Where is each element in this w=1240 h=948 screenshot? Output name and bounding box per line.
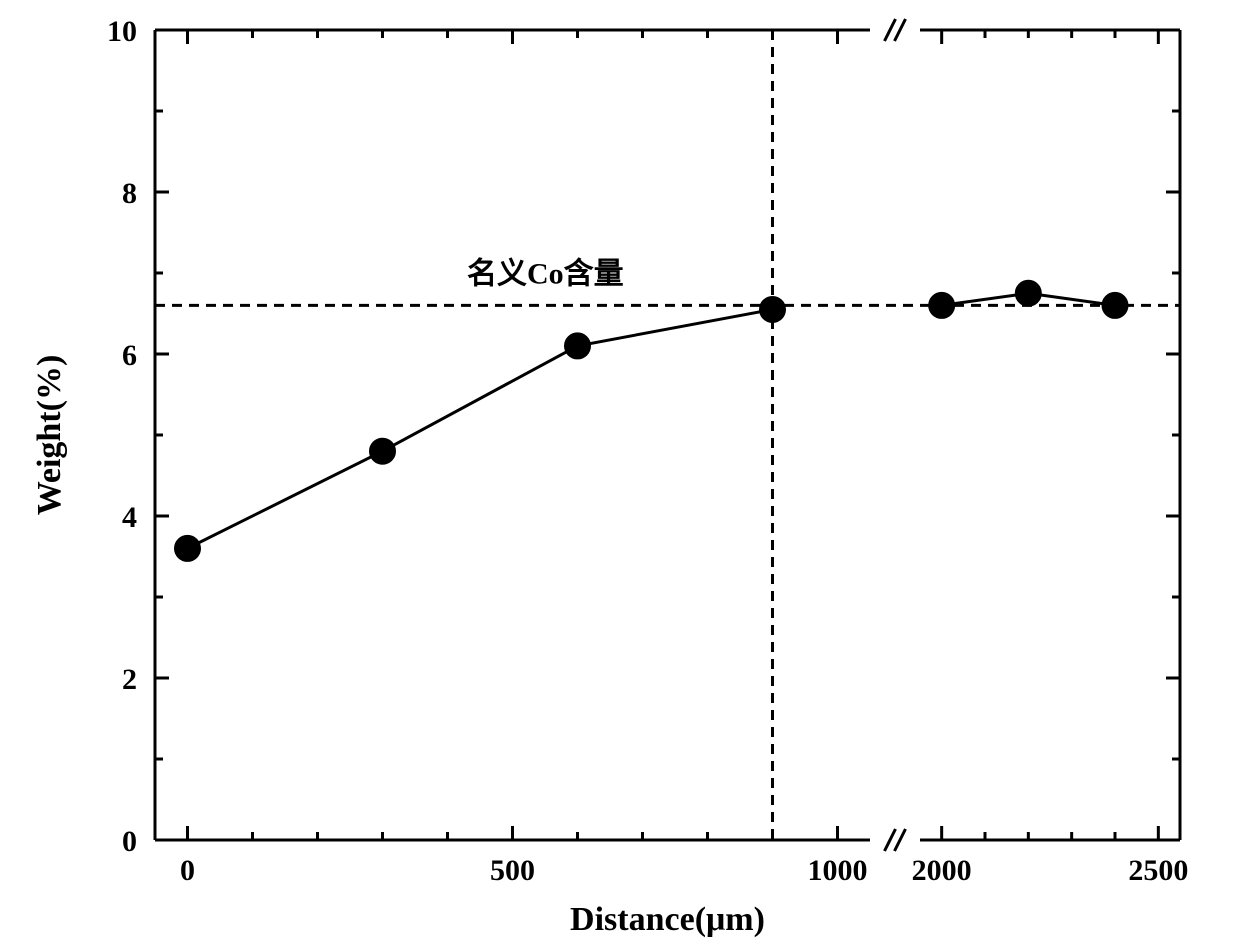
data-marker — [1015, 280, 1041, 306]
x-tick-label: 2000 — [912, 854, 972, 887]
y-axis-label: Weight(%) — [31, 355, 68, 516]
weight-distance-chart: 名义Co含量 0 500 1000 2000 2500 0 2 4 6 8 10 Distance(μm… — [0, 0, 1240, 948]
y-tick-label: 8 — [122, 177, 137, 210]
data-marker — [1102, 292, 1128, 318]
x-tick-label: 1000 — [808, 854, 868, 887]
nominal-co-label: 名义Co含量 — [467, 256, 624, 290]
y-tick-label: 4 — [122, 501, 137, 534]
x-tick-label: 2500 — [1128, 854, 1188, 887]
y-tick-label: 6 — [122, 339, 137, 372]
data-marker — [929, 292, 955, 318]
data-marker — [175, 535, 201, 561]
x-tick-label: 500 — [490, 854, 535, 887]
data-marker — [565, 333, 591, 359]
chart-background — [0, 0, 1240, 948]
y-tick-label: 10 — [107, 15, 137, 48]
x-tick-label: 0 — [180, 854, 195, 887]
data-marker — [370, 438, 396, 464]
y-tick-label: 2 — [122, 663, 137, 696]
x-axis-label: Distance(μm) — [570, 901, 765, 938]
y-tick-label: 0 — [122, 825, 137, 858]
data-marker — [760, 296, 786, 322]
